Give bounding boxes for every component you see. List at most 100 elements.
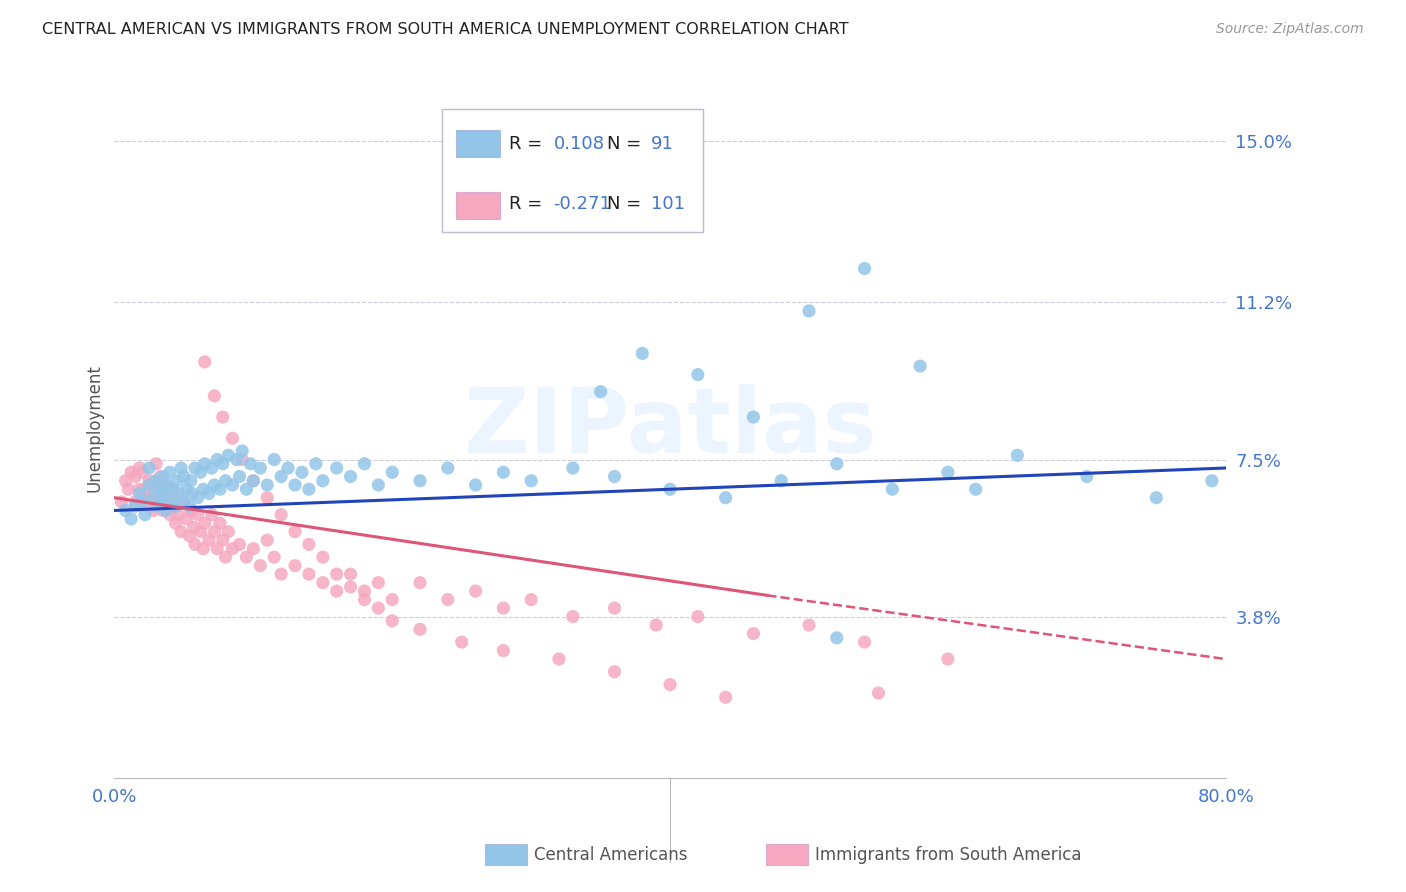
Point — [176, 512, 198, 526]
Point — [231, 444, 253, 458]
Point — [131, 491, 153, 505]
Text: R =: R = — [509, 194, 548, 212]
Point — [162, 500, 184, 514]
Point — [714, 491, 737, 505]
Point — [194, 355, 217, 369]
Point — [436, 592, 458, 607]
Point — [325, 461, 347, 475]
FancyBboxPatch shape — [443, 109, 703, 232]
Point — [124, 500, 146, 514]
Point — [148, 495, 170, 509]
Point — [492, 601, 515, 615]
Point — [214, 550, 236, 565]
Point — [159, 482, 181, 496]
Point — [339, 567, 361, 582]
Point — [138, 461, 160, 475]
Point — [659, 482, 682, 496]
Point — [381, 592, 404, 607]
Point — [194, 516, 217, 531]
Point — [284, 558, 307, 573]
Point — [520, 474, 543, 488]
Point — [520, 592, 543, 607]
Point — [325, 584, 347, 599]
Point — [170, 461, 193, 475]
Point — [201, 508, 224, 522]
Point — [208, 482, 231, 496]
Point — [155, 503, 177, 517]
Point — [367, 478, 389, 492]
Point — [242, 474, 264, 488]
Point — [298, 567, 321, 582]
Point — [187, 491, 209, 505]
Point — [381, 465, 404, 479]
Point — [221, 431, 243, 445]
Point — [965, 482, 987, 496]
Point — [217, 448, 239, 462]
Point — [184, 537, 207, 551]
Point — [148, 482, 170, 496]
Point — [561, 609, 583, 624]
Point — [353, 592, 375, 607]
Point — [145, 474, 167, 488]
Point — [194, 457, 217, 471]
Point — [492, 643, 515, 657]
Text: Immigrants from South America: Immigrants from South America — [815, 846, 1083, 863]
Point — [298, 482, 321, 496]
Point — [868, 686, 890, 700]
Point — [173, 495, 195, 509]
Point — [139, 491, 162, 505]
Point — [165, 500, 187, 514]
Point — [742, 410, 765, 425]
Point — [114, 503, 136, 517]
Point — [353, 584, 375, 599]
Point — [561, 461, 583, 475]
Point — [686, 368, 709, 382]
Text: N =: N = — [607, 194, 647, 212]
Point — [198, 533, 221, 548]
Point — [138, 478, 160, 492]
Point — [589, 384, 612, 399]
Text: -0.271: -0.271 — [554, 194, 612, 212]
Point — [150, 486, 173, 500]
Point — [124, 469, 146, 483]
Point — [263, 550, 285, 565]
Point — [770, 474, 793, 488]
Point — [325, 567, 347, 582]
Point — [464, 584, 486, 599]
Point — [217, 524, 239, 539]
Point — [298, 537, 321, 551]
Point — [312, 550, 335, 565]
Point — [797, 618, 820, 632]
Point — [159, 495, 181, 509]
Text: Central Americans: Central Americans — [534, 846, 688, 863]
Point — [159, 465, 181, 479]
Point — [204, 524, 226, 539]
Point — [162, 482, 184, 496]
Point — [291, 465, 314, 479]
Point — [221, 478, 243, 492]
Point — [167, 508, 190, 522]
Point — [409, 575, 432, 590]
Point — [339, 580, 361, 594]
Point — [120, 512, 142, 526]
Point — [1007, 448, 1029, 462]
Point — [464, 478, 486, 492]
Point — [165, 516, 187, 531]
Point — [1144, 491, 1167, 505]
Point — [179, 500, 201, 514]
Point — [312, 474, 335, 488]
Point — [180, 503, 202, 517]
Point — [381, 614, 404, 628]
Point — [193, 541, 215, 556]
Point — [114, 474, 136, 488]
Point — [193, 482, 215, 496]
Point — [184, 461, 207, 475]
Point — [436, 461, 458, 475]
Point — [131, 465, 153, 479]
Point — [367, 601, 389, 615]
Point — [936, 465, 959, 479]
Point — [645, 618, 668, 632]
Point — [205, 541, 228, 556]
Point — [1076, 469, 1098, 483]
Text: 0.108: 0.108 — [554, 135, 605, 153]
